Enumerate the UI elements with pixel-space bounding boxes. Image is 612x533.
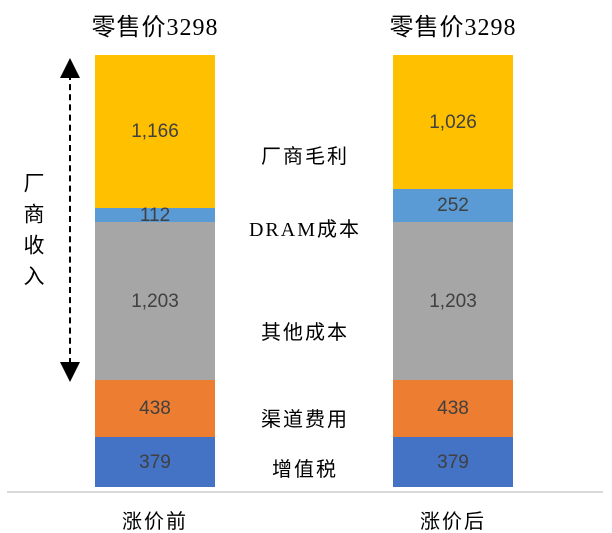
legend-label-gross-profit: 厂商毛利 bbox=[261, 146, 349, 168]
bar-segment-other-cost-after: 1,203 bbox=[393, 222, 513, 380]
legend-label-vat: 增值税 bbox=[272, 459, 338, 481]
category-label-before: 涨价前 bbox=[122, 511, 188, 533]
bar-segment-gross-profit-before: 1,166 bbox=[95, 55, 215, 208]
bar-segment-gross-profit-after: 1,026 bbox=[393, 55, 513, 190]
arrow-up-icon bbox=[60, 58, 80, 78]
legend-label-other-cost: 其他成本 bbox=[261, 322, 349, 344]
x-axis-line bbox=[7, 491, 603, 493]
category-label-after: 涨价后 bbox=[420, 511, 486, 533]
segment-value-label: 1,026 bbox=[429, 111, 477, 133]
segment-value-label: 379 bbox=[437, 451, 469, 473]
bar-segment-vat-before: 379 bbox=[95, 437, 215, 487]
stacked-bar-after: 1,026 252 1,203 438 379 bbox=[393, 55, 513, 487]
stacked-bar-before: 1,166 112 1,203 438 379 bbox=[95, 55, 215, 487]
segment-value-label: 252 bbox=[437, 195, 469, 217]
revenue-axis-label: 厂商收入 bbox=[21, 172, 45, 296]
bar-segment-dram-cost-before: 112 bbox=[95, 204, 215, 226]
legend-label-dram-cost: DRAM成本 bbox=[248, 219, 361, 241]
segment-value-label: 438 bbox=[139, 398, 171, 420]
legend-label-channel-fee: 渠道费用 bbox=[261, 409, 349, 431]
bar-segment-dram-cost-after: 252 bbox=[393, 189, 513, 223]
bar-title-before: 零售价3298 bbox=[91, 15, 219, 41]
bar-segment-channel-fee-before: 438 bbox=[95, 379, 215, 438]
segment-value-label: 379 bbox=[139, 451, 171, 473]
bar-title-after: 零售价3298 bbox=[389, 15, 517, 41]
bar-segment-vat-after: 379 bbox=[393, 437, 513, 487]
segment-value-label: 1,203 bbox=[429, 290, 477, 312]
arrow-down-icon bbox=[60, 362, 80, 382]
bar-segment-other-cost-before: 1,203 bbox=[95, 222, 215, 380]
segment-value-label: 1,166 bbox=[131, 120, 179, 142]
bar-segment-channel-fee-after: 438 bbox=[393, 379, 513, 438]
segment-value-label: 438 bbox=[437, 398, 469, 420]
segment-value-label: 112 bbox=[139, 204, 171, 226]
segment-value-label: 1,203 bbox=[131, 290, 179, 312]
arrow-dashed-line bbox=[69, 74, 71, 364]
